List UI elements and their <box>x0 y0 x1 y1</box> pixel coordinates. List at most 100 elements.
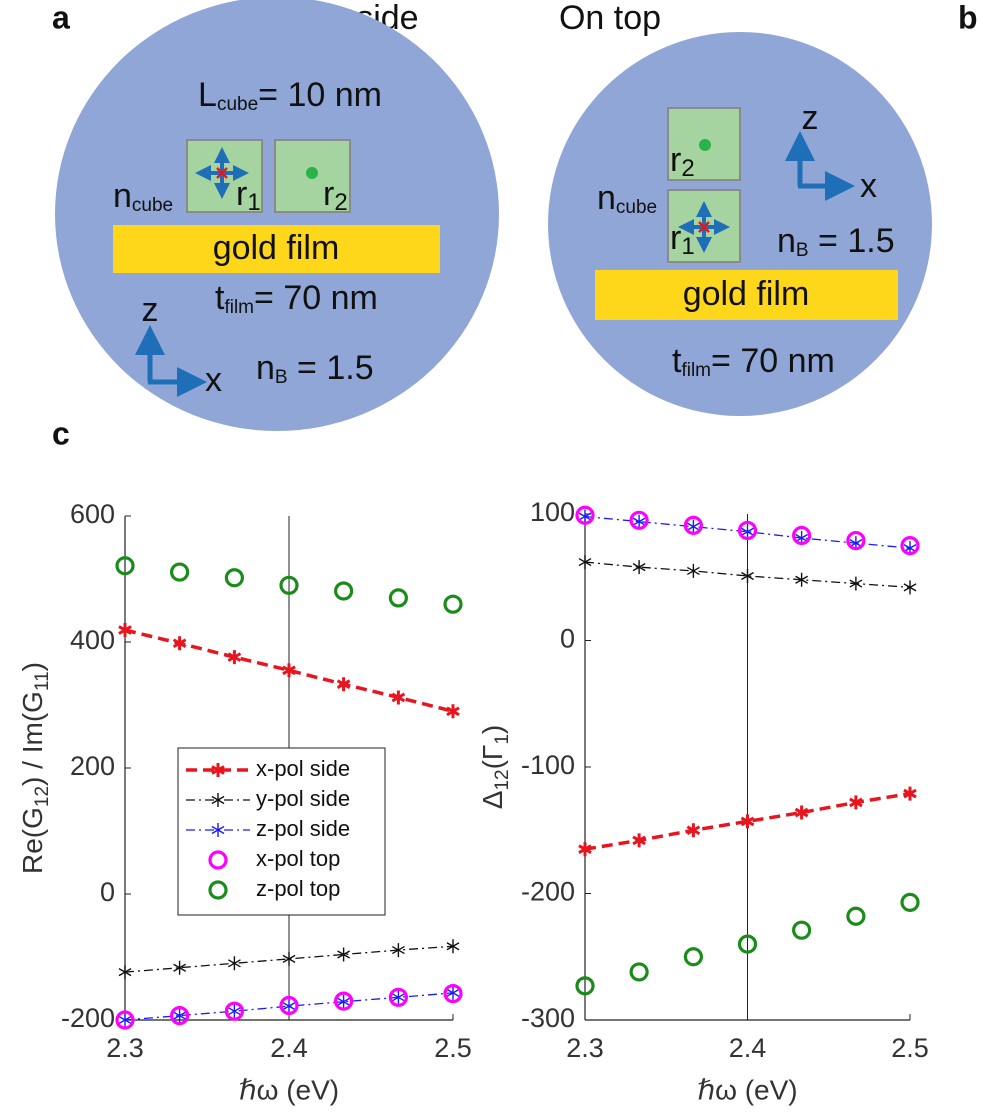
marker <box>629 962 649 982</box>
y-tick-label: 0 <box>560 624 575 654</box>
marker <box>903 786 917 801</box>
gold-film <box>113 225 440 273</box>
series <box>575 505 920 556</box>
film-label: gold film <box>213 229 340 267</box>
axis-label: z <box>142 291 159 329</box>
legend-label: x-pol top <box>256 846 340 871</box>
axes-arrows <box>785 131 855 201</box>
cube-index: ncube <box>113 177 173 216</box>
marker <box>578 842 592 857</box>
y-label-part: ) <box>477 725 508 734</box>
axis-label: z <box>802 99 819 137</box>
axis-label: x <box>860 167 877 205</box>
position-label: r2 <box>670 141 695 182</box>
x-tick-label: 2.5 <box>434 1033 472 1063</box>
axes-arrows <box>135 325 207 397</box>
marker <box>115 556 135 576</box>
legend-label: y-pol side <box>256 786 350 811</box>
y-axis-label: Δ12(Γ1) <box>477 725 513 810</box>
marker <box>629 510 649 530</box>
background-index: nB = 1.5 <box>777 222 895 261</box>
marker <box>683 515 703 535</box>
background-medium <box>55 0 499 431</box>
y-label-part: ) <box>17 662 48 671</box>
gold-film <box>595 270 898 320</box>
marker <box>170 562 190 582</box>
marker <box>446 985 460 1000</box>
marker <box>683 947 703 967</box>
marker <box>118 1013 132 1027</box>
marker <box>224 568 244 588</box>
marker <box>632 514 646 529</box>
marker <box>632 833 646 848</box>
marker <box>686 519 700 534</box>
position-label: r2 <box>323 175 348 216</box>
legend-label: x-pol side <box>256 756 350 781</box>
x-tick-label: 2.4 <box>270 1033 308 1063</box>
marker <box>282 951 296 966</box>
marker <box>337 994 351 1009</box>
panel-label: c <box>52 415 70 451</box>
marker <box>575 505 595 525</box>
marker <box>795 572 809 587</box>
series <box>115 983 463 1030</box>
marker <box>388 588 408 608</box>
dipole-source <box>698 221 710 233</box>
cube-size: Lcube= 10 nm <box>198 76 382 115</box>
marker <box>118 965 132 980</box>
cube-index: ncube <box>597 179 657 218</box>
marker <box>846 906 866 926</box>
legend-marker <box>208 880 228 900</box>
legend-label: z-pol top <box>256 876 340 901</box>
x-tick-label: 2.4 <box>729 1033 767 1063</box>
film-thickness: tfilm= 70 nm <box>215 279 378 318</box>
diagram-on-top: r2 r1 ncube z x nB = 1.5 gold film tfilm… <box>548 32 932 416</box>
diagram-on-side: Lcube= 10 nm r1 r2 ncube gold film tfilm… <box>55 0 499 431</box>
x-tick-label: 2.3 <box>566 1033 604 1063</box>
marker <box>279 995 299 1016</box>
marker <box>578 555 592 570</box>
y-tick-label: 0 <box>100 877 115 907</box>
marker <box>443 983 463 1004</box>
y-tick-label: -200 <box>61 1003 115 1033</box>
marker <box>846 530 866 551</box>
x-tick-label: 2.5 <box>891 1033 929 1063</box>
marker <box>118 623 132 638</box>
marker <box>391 990 405 1005</box>
marker <box>115 1010 135 1030</box>
dipole-arrows <box>678 201 730 253</box>
marker <box>443 594 463 614</box>
probe-point <box>306 167 318 179</box>
marker <box>388 987 408 1007</box>
marker <box>792 920 812 940</box>
marker <box>686 823 701 838</box>
y-tick-label: 400 <box>70 625 115 655</box>
background-index: nB = 1.5 <box>256 349 374 388</box>
marker <box>334 991 354 1011</box>
marker <box>227 650 242 665</box>
y-label-part: Δ <box>477 791 508 810</box>
marker <box>446 704 460 719</box>
x-axis-label: ℏω (eV) <box>697 1074 797 1105</box>
legend-label: z-pol side <box>256 816 350 841</box>
series <box>118 939 460 980</box>
marker <box>282 663 296 678</box>
marker <box>575 976 595 996</box>
y-label-part: (Γ <box>477 745 508 770</box>
marker <box>227 956 241 971</box>
marker <box>741 568 754 583</box>
marker <box>173 1008 187 1023</box>
x-tick-label: 2.3 <box>106 1033 144 1063</box>
legend-marker <box>211 793 225 807</box>
marker <box>741 524 754 539</box>
marker <box>334 581 354 601</box>
y-tick-label: -300 <box>521 1003 575 1033</box>
marker <box>737 520 758 541</box>
x-axis-label: ℏω (eV) <box>239 1074 339 1105</box>
marker <box>336 677 351 692</box>
series <box>118 985 460 1027</box>
series <box>578 555 917 595</box>
marker <box>794 805 809 820</box>
series <box>578 509 917 556</box>
